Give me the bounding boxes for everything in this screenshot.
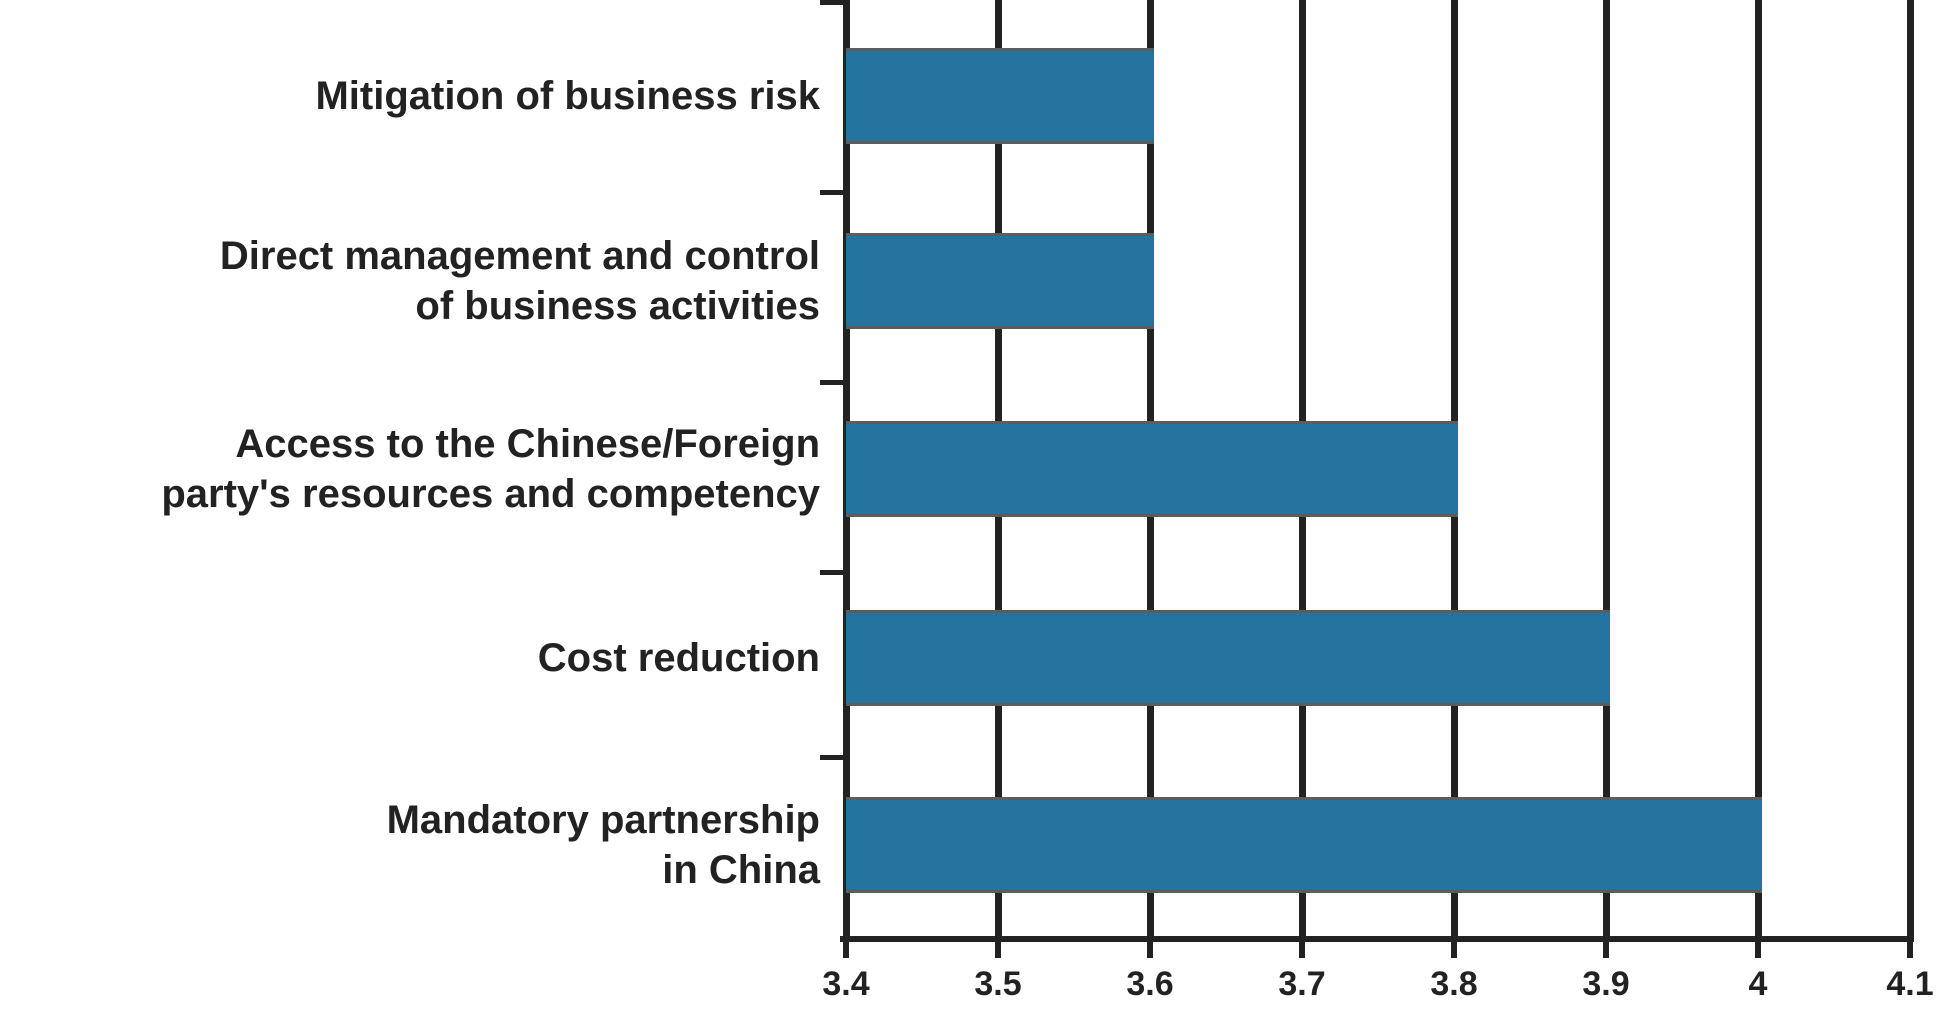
x-tick-label: 4.1	[1886, 965, 1934, 1003]
x-tick	[1299, 936, 1305, 958]
x-axis	[840, 936, 1910, 942]
x-tick	[843, 936, 849, 958]
x-tick-label: 4	[1748, 965, 1768, 1003]
bar	[846, 48, 1154, 144]
x-tick	[1451, 936, 1457, 958]
x-tick	[1603, 936, 1609, 958]
y-tick	[820, 570, 846, 575]
gridline	[1755, 0, 1762, 942]
bar	[846, 233, 1154, 329]
y-tick	[820, 0, 846, 5]
x-tick	[995, 936, 1001, 958]
y-tick	[820, 190, 846, 195]
x-tick-label: 3.7	[1278, 965, 1326, 1003]
x-tick-label: 3.8	[1430, 965, 1478, 1003]
bar	[846, 421, 1458, 517]
x-tick-label: 3.5	[974, 965, 1022, 1003]
category-label: Cost reduction	[537, 636, 820, 680]
x-tick	[1755, 936, 1761, 958]
x-tick	[1147, 936, 1153, 958]
bar	[846, 797, 1762, 893]
gridline	[1907, 0, 1914, 942]
category-label: Access to the Chinese/Foreign party's re…	[161, 422, 820, 516]
gridline	[1603, 0, 1610, 942]
x-tick-label: 3.6	[1126, 965, 1174, 1003]
category-label: Mitigation of business risk	[315, 74, 820, 118]
x-tick-label: 3.4	[822, 965, 870, 1003]
y-tick	[820, 755, 846, 760]
category-label: Mandatory partnership in China	[386, 798, 820, 892]
bar	[846, 610, 1610, 706]
y-tick	[820, 380, 846, 385]
category-label: Direct management and control of busines…	[219, 234, 820, 328]
x-tick-label: 3.9	[1582, 965, 1630, 1003]
x-tick	[1907, 936, 1913, 958]
